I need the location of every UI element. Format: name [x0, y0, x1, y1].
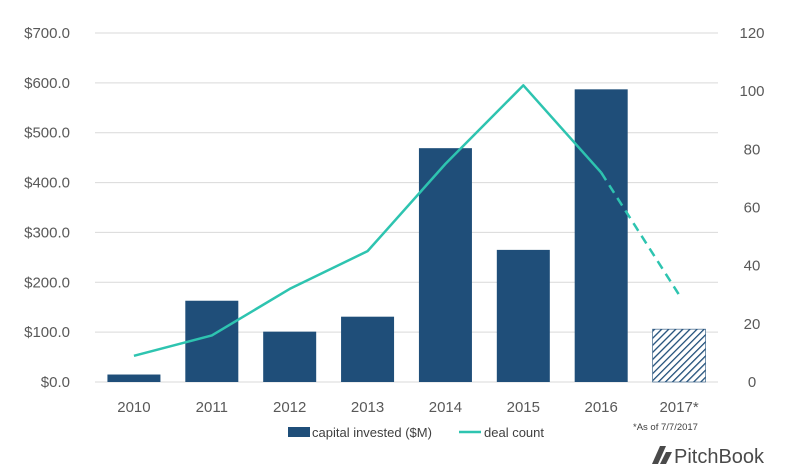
right-tick-label: 100: [739, 83, 764, 100]
x-tick-label: 2011: [196, 399, 228, 416]
legend-label-deal-count: deal count: [484, 425, 544, 440]
bar-2012: [263, 331, 317, 382]
x-tick-label: 2015: [507, 399, 540, 416]
left-tick-label: $600.0: [24, 75, 70, 92]
left-tick-label: $500.0: [24, 125, 70, 142]
left-tick-label: $700.0: [24, 25, 70, 42]
x-axis: 2010 2011 2012 2013 2014 2015 2016 2017*: [117, 399, 699, 416]
deal-count-line-projected: [600, 171, 681, 296]
x-tick-label: 2014: [429, 399, 462, 416]
x-tick-label: 2013: [351, 399, 384, 416]
legend-label-capital: capital invested ($M): [312, 425, 432, 440]
right-tick-label: 120: [739, 25, 764, 42]
right-tick-label: 0: [748, 374, 756, 391]
as-of-note: *As of 7/7/2017: [633, 422, 698, 433]
bar-2015: [496, 249, 550, 382]
right-axis: 0 20 40 60 80 100 120: [739, 25, 764, 391]
right-tick-label: 20: [744, 316, 761, 333]
left-axis: $0.0 $100.0 $200.0 $300.0 $400.0 $500.0 $600.0…: [24, 25, 70, 391]
left-tick-label: $100.0: [24, 324, 70, 341]
left-tick-label: $400.0: [24, 175, 70, 192]
legend: capital invested ($M) deal count: [288, 425, 544, 440]
bar-2016: [574, 89, 628, 383]
x-tick-label: 2017*: [659, 399, 698, 416]
bar-series: [107, 89, 706, 383]
bar-2017: [652, 328, 706, 383]
pitchbook-logo: PitchBook: [652, 446, 765, 468]
left-tick-label: $0.0: [41, 374, 70, 391]
x-tick-label: 2016: [585, 399, 618, 416]
bar-2013: [341, 316, 395, 382]
left-tick-label: $200.0: [24, 274, 70, 291]
x-tick-label: 2010: [117, 399, 150, 416]
line-series: [133, 84, 681, 358]
pitchbook-logo-icon: [652, 446, 672, 464]
legend-swatch-capital: [288, 427, 310, 437]
right-tick-label: 60: [744, 200, 761, 217]
right-tick-label: 40: [744, 258, 761, 275]
x-tick-label: 2012: [273, 399, 306, 416]
bar-2014: [418, 148, 472, 382]
left-tick-label: $300.0: [24, 224, 70, 241]
bar-2010: [107, 374, 161, 382]
pitchbook-logo-text: PitchBook: [674, 446, 765, 468]
right-tick-label: 80: [744, 141, 761, 158]
